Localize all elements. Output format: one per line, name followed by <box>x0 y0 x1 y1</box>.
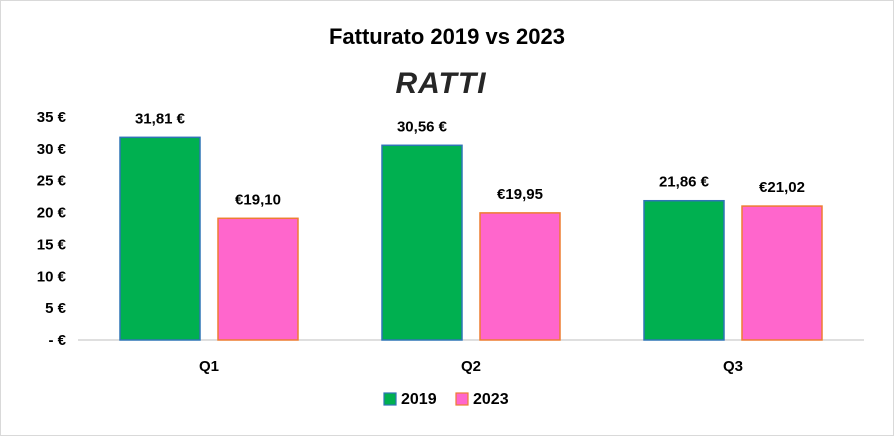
x-axis-categories: Q1 Q2 Q3 <box>199 358 743 375</box>
y-tick-label: 5 € <box>45 300 67 317</box>
data-label: €21,02 <box>759 179 805 196</box>
bar-2019-Q1 <box>119 136 201 341</box>
y-tick-label: 35 € <box>37 109 67 126</box>
data-label: €19,10 <box>235 191 281 208</box>
legend: 2019 2023 <box>383 391 509 408</box>
y-tick-label: 25 € <box>37 173 67 190</box>
bars: 31,81 € €19,10 30,56 € €19,95 21,86 € €21,02 <box>119 110 823 341</box>
category-label: Q3 <box>723 358 743 375</box>
logo-wordmark: RATTI <box>395 67 486 100</box>
legend-swatch-2019 <box>383 392 397 406</box>
data-label: 21,86 € <box>659 174 710 191</box>
category-label: Q2 <box>461 358 481 375</box>
data-label: 30,56 € <box>397 118 448 135</box>
chart-title: Fatturato 2019 vs 2023 <box>329 24 565 49</box>
legend-swatch-2023 <box>455 392 469 406</box>
bar-2023-Q3 <box>741 205 823 341</box>
y-tick-label: 10 € <box>37 268 67 285</box>
legend-label: 2023 <box>473 391 509 408</box>
ratti-logo: RATTI <box>395 67 486 100</box>
y-tick-label: 15 € <box>37 236 67 253</box>
data-label: €19,95 <box>497 186 543 203</box>
bar-2023-Q2 <box>479 212 561 341</box>
y-tick-label: - € <box>48 332 66 349</box>
bar-2019-Q2 <box>381 144 463 341</box>
y-axis: 35 € 30 € 25 € 20 € 15 € 10 € 5 € - € <box>37 109 67 349</box>
category-label: Q1 <box>199 358 219 375</box>
y-tick-label: 20 € <box>37 205 67 222</box>
legend-label: 2019 <box>401 391 437 408</box>
bar-2023-Q1 <box>217 217 299 341</box>
data-label: 31,81 € <box>135 110 186 127</box>
bar-2019-Q3 <box>643 199 725 341</box>
y-tick-label: 30 € <box>37 141 67 158</box>
